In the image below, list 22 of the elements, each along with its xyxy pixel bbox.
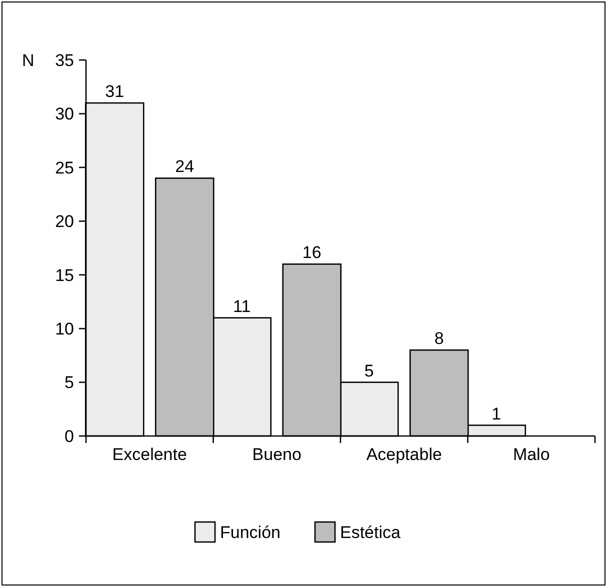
data-label: 5 [364,361,374,380]
data-label: 16 [302,243,322,262]
legend-label: Función [220,522,280,542]
y-tick-label: 35 [55,50,74,70]
data-label: 8 [434,329,444,348]
data-label: 24 [175,157,194,176]
y-tick-label: 20 [55,212,74,232]
y-tick-label: 10 [55,320,74,339]
legend-label: Estética [340,522,402,542]
data-label: 11 [233,296,251,316]
y-tick-label: 0 [64,426,74,446]
y-tick-label: 15 [55,266,74,285]
y-tick-label: 30 [55,104,74,124]
y-tick-label: 5 [64,373,74,392]
data-label: 1 [492,404,502,424]
y-axis-title: N [22,50,34,70]
x-tick-label: Malo [512,445,550,464]
y-tick-label: 25 [55,158,74,178]
x-tick-label: Bueno [252,445,302,464]
data-label: 31 [105,82,124,101]
x-tick-label: Aceptable [366,445,442,464]
x-tick-label: Excelente [112,445,187,464]
